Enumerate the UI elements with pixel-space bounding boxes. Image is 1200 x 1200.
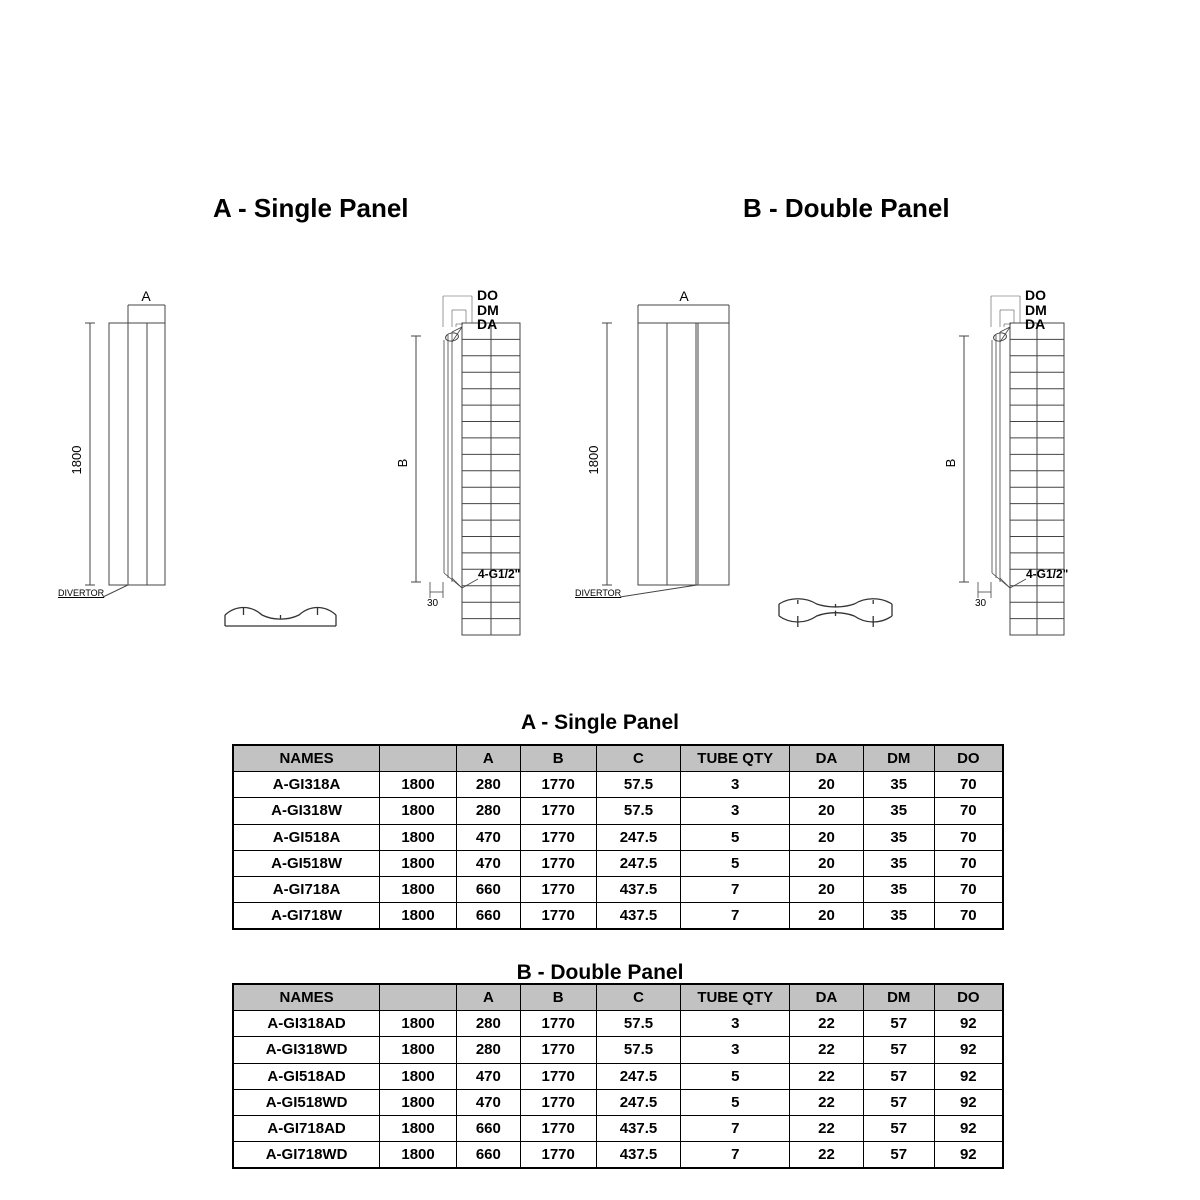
svg-text:4-G1/2": 4-G1/2" <box>1026 567 1068 581</box>
svg-text:DA: DA <box>477 316 497 332</box>
svg-text:4-G1/2": 4-G1/2" <box>478 567 520 581</box>
svg-text:B: B <box>395 459 410 468</box>
svg-text:1800: 1800 <box>69 446 84 475</box>
svg-text:DO: DO <box>1025 287 1046 303</box>
svg-text:1800: 1800 <box>586 446 601 475</box>
svg-text:DO: DO <box>477 287 498 303</box>
svg-text:A: A <box>141 288 151 304</box>
svg-text:30: 30 <box>427 598 439 609</box>
svg-text:B: B <box>943 459 958 468</box>
svg-text:DA: DA <box>1025 316 1045 332</box>
svg-text:30: 30 <box>975 598 987 609</box>
svg-text:A: A <box>679 288 689 304</box>
